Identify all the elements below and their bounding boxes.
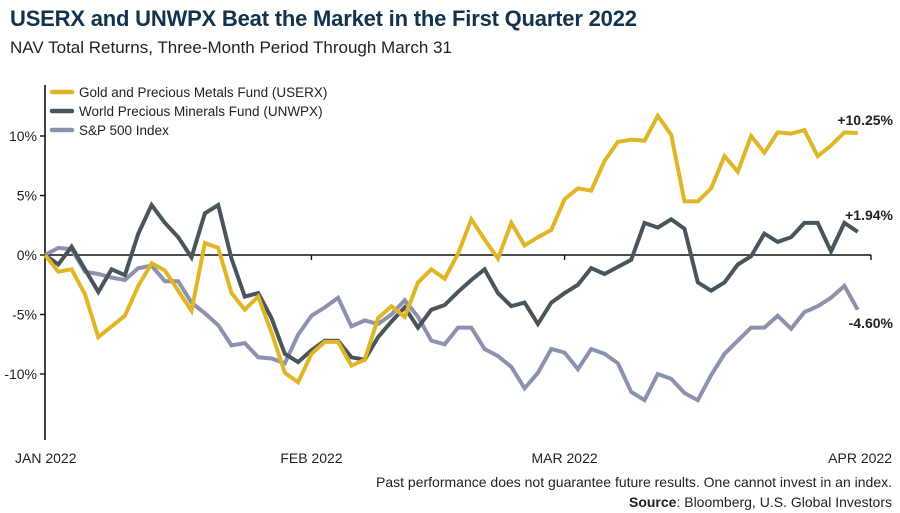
source-label: Source bbox=[628, 494, 677, 510]
y-tick-label: -5% bbox=[12, 307, 37, 323]
end-value-label: -4.60% bbox=[849, 315, 894, 331]
chart-title: USERX and UNWPX Beat the Market in the F… bbox=[10, 6, 637, 31]
end-value-label: +10.25% bbox=[837, 112, 893, 128]
disclaimer: Past performance does not guarantee futu… bbox=[376, 474, 892, 490]
series-line-sp500 bbox=[44, 245, 860, 404]
x-tick-label: APR 2022 bbox=[828, 450, 892, 466]
legend-label: World Precious Minerals Fund (UNWPX) bbox=[79, 104, 323, 119]
y-tick-label: -10% bbox=[4, 366, 37, 382]
y-tick-label: 5% bbox=[17, 188, 37, 204]
series-line-unwpx bbox=[43, 201, 859, 365]
legend-label: S&P 500 Index bbox=[79, 123, 169, 138]
end-labels: +10.25% +1.94% -4.60% bbox=[837, 112, 893, 331]
x-tick-label: JAN 2022 bbox=[15, 450, 77, 466]
y-tick-label: 0% bbox=[17, 247, 37, 263]
series-group bbox=[43, 111, 860, 404]
source-note: Source: Bloomberg, U.S. Global Investors bbox=[629, 494, 892, 510]
series-line-userx bbox=[43, 111, 858, 386]
y-tick-label: 10% bbox=[9, 128, 37, 144]
legend-label: Gold and Precious Metals Fund (USERX) bbox=[79, 85, 327, 100]
legend: Gold and Precious Metals Fund (USERX) Wor… bbox=[49, 85, 327, 138]
end-value-label: +1.94% bbox=[845, 207, 893, 223]
chart-subtitle: NAV Total Returns, Three-Month Period Th… bbox=[10, 38, 452, 57]
x-tick-label: FEB 2022 bbox=[280, 450, 342, 466]
x-tick-label: MAR 2022 bbox=[532, 450, 598, 466]
source-text: : Bloomberg, U.S. Global Investors bbox=[676, 494, 892, 510]
